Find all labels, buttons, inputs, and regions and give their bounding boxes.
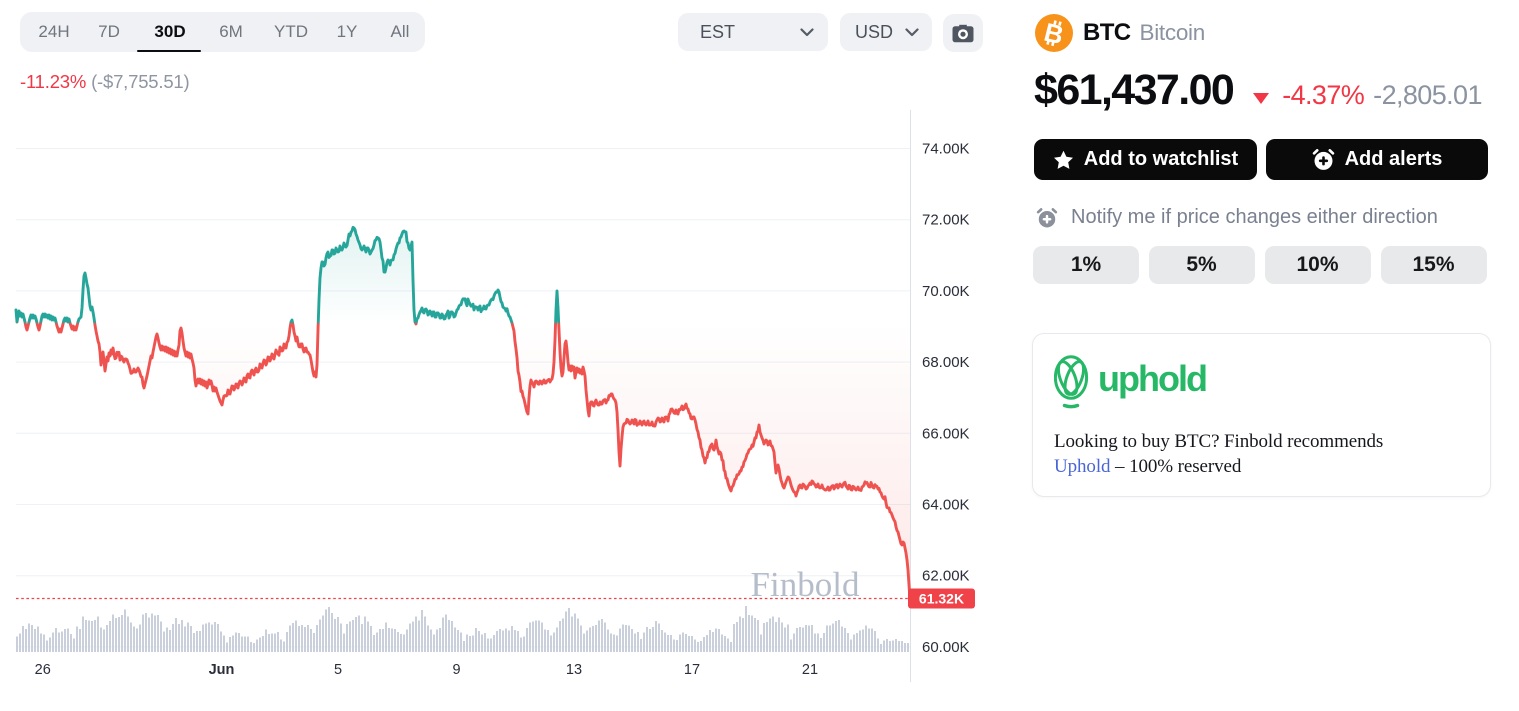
svg-text:26: 26 (35, 662, 51, 678)
svg-text:5: 5 (334, 662, 342, 678)
svg-text:68.00K: 68.00K (922, 354, 970, 371)
svg-text:17: 17 (684, 662, 700, 678)
svg-text:60.00K: 60.00K (922, 639, 970, 656)
svg-text:66.00K: 66.00K (922, 425, 970, 442)
svg-text:61.32K: 61.32K (919, 590, 964, 606)
svg-text:21: 21 (802, 662, 818, 678)
svg-text:70.00K: 70.00K (922, 283, 970, 300)
svg-text:Jun: Jun (209, 662, 235, 678)
svg-text:72.00K: 72.00K (922, 212, 970, 229)
svg-text:64.00K: 64.00K (922, 497, 970, 514)
svg-text:74.00K: 74.00K (922, 141, 970, 158)
svg-text:Finbold: Finbold (751, 565, 860, 604)
svg-text:13: 13 (566, 662, 582, 678)
svg-text:62.00K: 62.00K (922, 568, 970, 585)
svg-text:9: 9 (452, 662, 460, 678)
